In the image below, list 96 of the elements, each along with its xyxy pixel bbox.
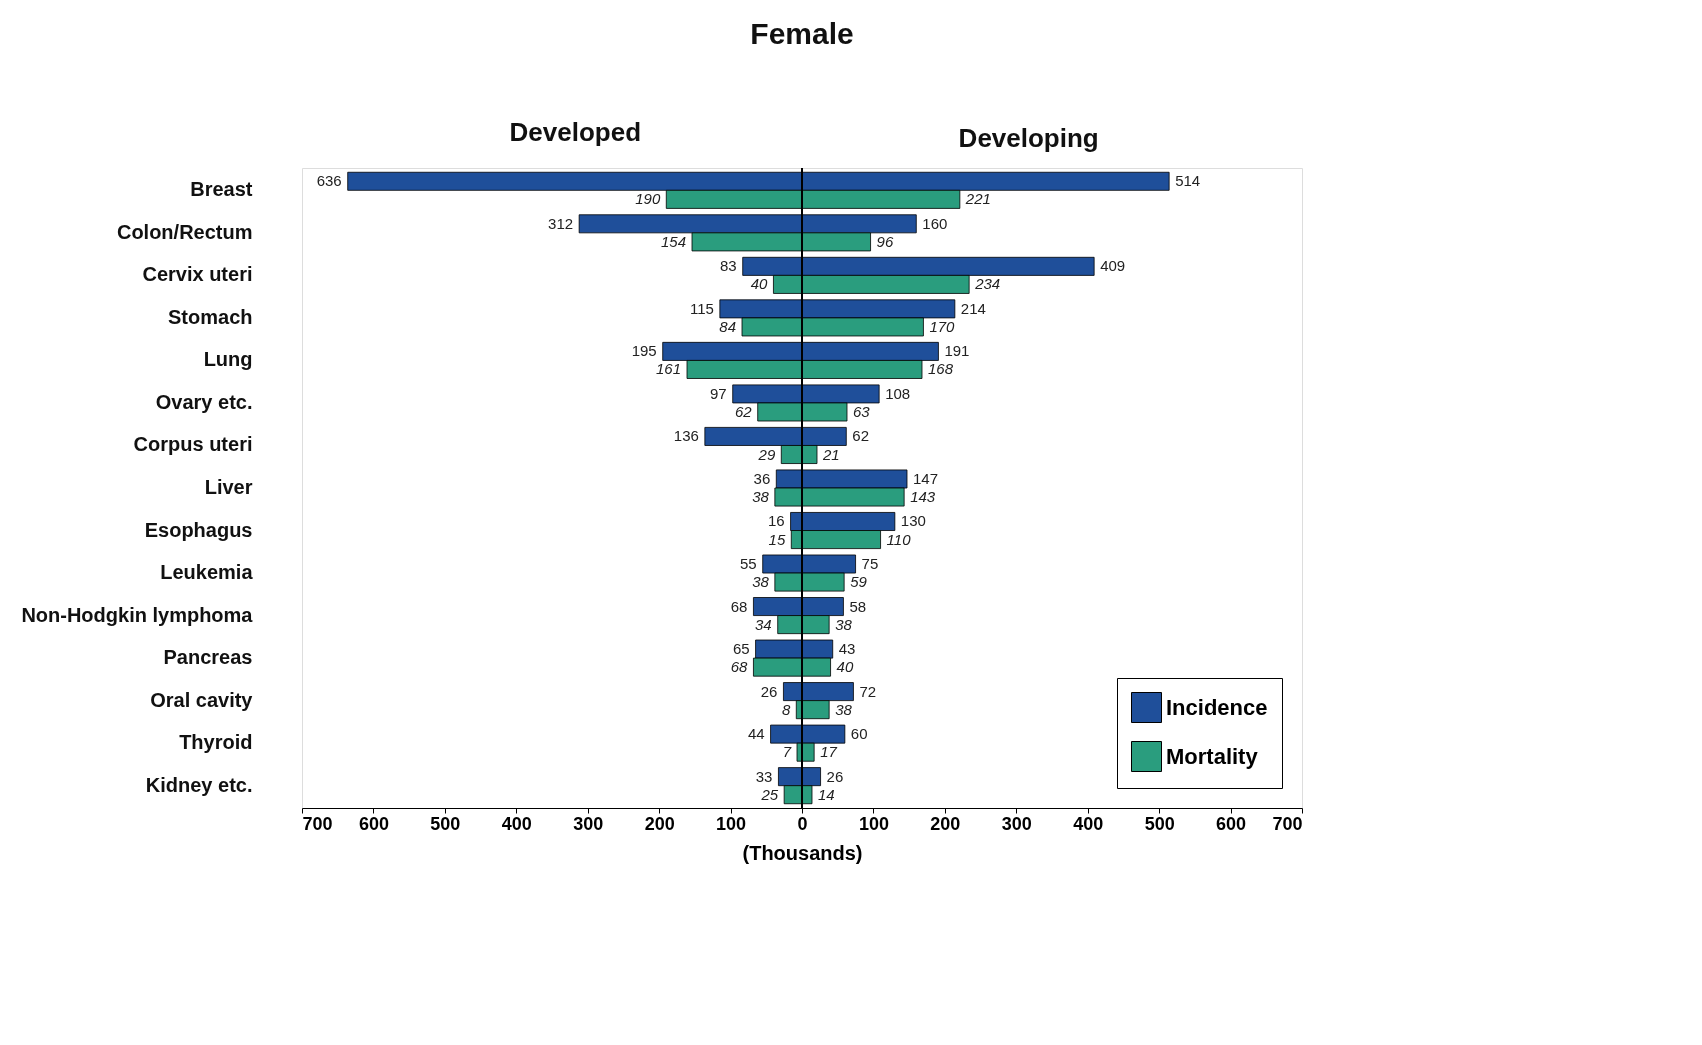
data-label: 26 bbox=[760, 682, 778, 700]
data-label: 65 bbox=[732, 640, 750, 658]
data-label: 62 bbox=[735, 402, 753, 420]
data-label: 161 bbox=[655, 360, 681, 378]
data-label: 58 bbox=[849, 597, 867, 615]
data-label: 33 bbox=[755, 767, 773, 785]
y-tick-label: Kidney etc. bbox=[145, 773, 253, 796]
data-label: 72 bbox=[859, 682, 877, 700]
data-label: 312 bbox=[548, 214, 574, 232]
x-tick-label: 200 bbox=[644, 813, 675, 834]
x-tick-label: 500 bbox=[1144, 813, 1175, 834]
data-label: 38 bbox=[835, 700, 853, 718]
data-label: 36 bbox=[753, 469, 771, 487]
data-label: 43 bbox=[838, 640, 856, 658]
x-tick-label: 700 bbox=[1272, 813, 1303, 834]
data-label: 29 bbox=[757, 445, 776, 463]
data-label: 21 bbox=[822, 445, 840, 463]
x-axis-title: (Thousands) bbox=[742, 841, 863, 864]
x-tick-label: 400 bbox=[501, 813, 532, 834]
data-label: 60 bbox=[850, 725, 868, 743]
x-tick-label: 100 bbox=[716, 813, 747, 834]
data-label: 17 bbox=[820, 743, 838, 761]
y-tick-label: Esophagus bbox=[144, 518, 253, 541]
data-label: 26 bbox=[826, 767, 844, 785]
data-label: 44 bbox=[747, 725, 765, 743]
x-tick-label: 400 bbox=[1073, 813, 1104, 834]
data-label: 136 bbox=[673, 427, 699, 445]
x-tick-label: 700 bbox=[302, 813, 333, 834]
y-tick-label: Non-Hodgkin lymphoma bbox=[21, 603, 254, 626]
data-label: 15 bbox=[768, 530, 786, 548]
data-label: 147 bbox=[913, 469, 939, 487]
x-tick-label: 500 bbox=[430, 813, 461, 834]
data-label: 75 bbox=[861, 555, 879, 573]
text: Developed bbox=[509, 117, 642, 147]
y-tick-label: Oral cavity bbox=[150, 688, 254, 711]
data-label: 130 bbox=[900, 512, 926, 530]
data-label: 514 bbox=[1175, 172, 1201, 190]
data-label: 8 bbox=[781, 700, 791, 718]
y-tick-label: Stomach bbox=[168, 305, 253, 328]
y-tick-label: Cervix uteri bbox=[142, 263, 253, 286]
y-tick-label: Thyroid bbox=[179, 731, 253, 754]
x-tick-label: 300 bbox=[1001, 813, 1032, 834]
x-tick-label: 300 bbox=[573, 813, 604, 834]
y-tick-label: Breast bbox=[190, 178, 253, 201]
y-tick-label: Ovary etc. bbox=[155, 390, 253, 413]
data-label: 83 bbox=[720, 257, 737, 275]
data-label: 68 bbox=[730, 597, 748, 615]
y-tick-label: Colon/Rectum bbox=[116, 220, 253, 243]
legend-label: Incidence bbox=[1166, 694, 1268, 720]
data-label: 14 bbox=[818, 785, 835, 803]
legend-label: Mortality bbox=[1166, 743, 1259, 769]
data-label: 38 bbox=[835, 615, 853, 633]
data-label: 96 bbox=[876, 232, 894, 250]
data-label: 221 bbox=[964, 190, 991, 208]
data-label: 68 bbox=[730, 658, 749, 676]
data-label: 110 bbox=[886, 530, 912, 548]
data-label: 63 bbox=[853, 402, 871, 420]
x-tick-label: 0 bbox=[797, 813, 808, 834]
data-label: 25 bbox=[760, 785, 779, 803]
data-label: 62 bbox=[852, 427, 869, 445]
data-label: 55 bbox=[740, 555, 757, 573]
chart-title: Female bbox=[750, 17, 854, 50]
data-label: 191 bbox=[944, 342, 970, 360]
x-tick-label: 600 bbox=[358, 813, 389, 834]
data-label: 190 bbox=[635, 190, 661, 208]
data-label: 170 bbox=[929, 317, 956, 335]
text: Developing bbox=[958, 123, 1099, 153]
y-tick-label: Liver bbox=[204, 476, 253, 498]
data-label: 97 bbox=[710, 384, 727, 402]
y-tick-label: Lung bbox=[203, 348, 253, 371]
data-label: 38 bbox=[752, 488, 770, 506]
data-label: 409 bbox=[1100, 257, 1126, 275]
data-label: 38 bbox=[752, 573, 770, 591]
data-label: 143 bbox=[910, 488, 936, 506]
data-label: 160 bbox=[922, 214, 948, 232]
data-label: 234 bbox=[974, 275, 1001, 293]
data-label: 40 bbox=[750, 275, 769, 293]
x-tick-label: 200 bbox=[930, 813, 961, 834]
data-label: 195 bbox=[631, 342, 657, 360]
data-label: 59 bbox=[850, 573, 868, 591]
y-tick-label: Corpus uteri bbox=[133, 433, 253, 456]
data-label: 34 bbox=[755, 615, 772, 633]
data-label: 16 bbox=[767, 512, 785, 530]
data-label: 115 bbox=[689, 299, 714, 317]
data-label: 214 bbox=[960, 299, 986, 317]
data-label: 84 bbox=[719, 317, 736, 335]
data-label: 636 bbox=[316, 172, 342, 190]
data-label: 108 bbox=[885, 384, 911, 402]
data-label: 154 bbox=[660, 232, 686, 250]
x-tick-label: 100 bbox=[858, 813, 889, 834]
y-tick-label: Pancreas bbox=[163, 646, 253, 669]
data-label: 40 bbox=[836, 658, 854, 676]
data-label: 7 bbox=[782, 743, 792, 761]
y-tick-label: Leukemia bbox=[160, 561, 254, 584]
data-label: 168 bbox=[928, 360, 954, 378]
x-tick-label: 600 bbox=[1216, 813, 1247, 834]
